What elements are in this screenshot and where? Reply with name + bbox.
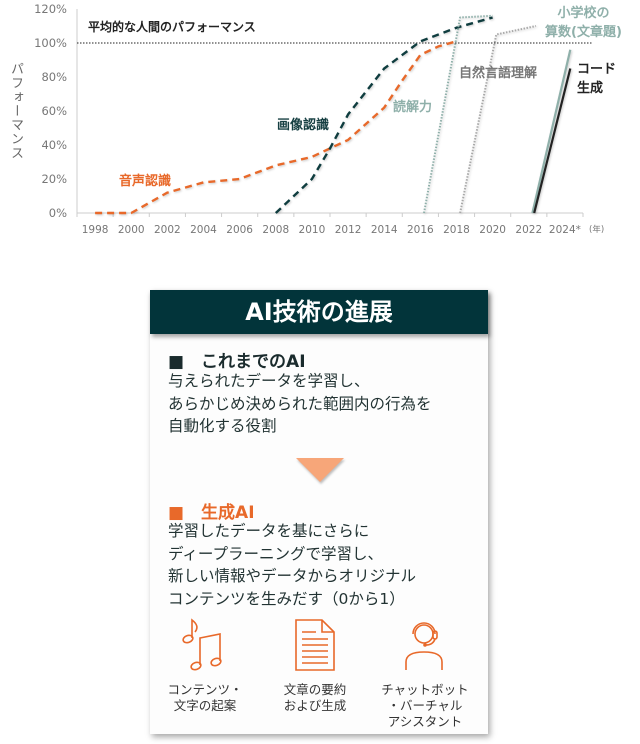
series-label-math: 小学校の 算数(文章題)	[545, 4, 622, 42]
x-tick-label: 2014	[371, 224, 398, 236]
series-label-nlu: 自然言語理解	[459, 66, 538, 81]
reference-line-label: 平均的な人間のパフォーマンス	[88, 20, 256, 34]
x-tick-label: 1998	[82, 224, 109, 236]
series-label-image: 画像認識	[277, 118, 330, 133]
series-label-code-line2: 生成	[577, 81, 604, 96]
series-label-math-line2: 算数(文章題)	[545, 25, 622, 40]
series-line	[459, 25, 537, 214]
use-case-label: コンテンツ・ 文字の起案	[167, 682, 243, 713]
past-ai-description: 与えられたデータを学習し、 あらかじめ決められた範囲内の行為を 自動化する役割	[168, 372, 432, 435]
y-tick-label: 60%	[41, 104, 67, 118]
music-notes-icon	[182, 618, 222, 671]
y-tick-label: 120%	[34, 2, 67, 16]
series-label-math-line1: 小学校の	[557, 6, 610, 21]
past-ai-title: ■ これまでのAI	[168, 352, 306, 372]
y-tick-label: 0%	[49, 206, 67, 220]
genai-description: 学習したデータを基にさらに ディープラーニングで学習し、 新しい情報やデータから…	[168, 522, 417, 608]
x-tick-label: 2004	[190, 224, 217, 236]
genai-title: ■ 生成AI	[168, 503, 255, 523]
series-line	[423, 14, 493, 214]
x-tick-label: 2020	[479, 224, 506, 236]
series-label-code: コード 生成	[577, 60, 616, 98]
x-tick-label: 2024*	[549, 224, 581, 236]
x-axis-unit: (年)	[589, 224, 604, 235]
x-tick-label: 2006	[226, 224, 253, 236]
series-label-speech: 音声認識	[119, 174, 172, 189]
document-icon	[295, 619, 335, 671]
y-tick-label: 20%	[41, 172, 67, 186]
x-tick-label: 2016	[407, 224, 434, 236]
y-tick-label: 100%	[34, 36, 67, 50]
down-arrow-icon	[296, 458, 344, 482]
series-line	[531, 49, 572, 214]
series-line	[95, 40, 457, 215]
x-tick-label: 2018	[443, 224, 470, 236]
y-axis-title: パフォーマンス	[8, 62, 23, 160]
series-label-code-line1: コード	[577, 62, 617, 77]
y-tick-label: 40%	[41, 138, 67, 152]
x-tick-label: 2010	[299, 224, 326, 236]
ai-performance-chart: 0% 20% 40% 60% 80% 100% 120% 1998 2000 2002 2004 20…	[34, 2, 604, 236]
x-tick-label: 2002	[154, 224, 181, 236]
y-tick-label: 80%	[41, 70, 67, 84]
use-case-label: チャットボット ・バーチャル アシスタント	[381, 682, 469, 729]
headset-operator-icon	[405, 622, 443, 670]
series-label-reading: 読解力	[393, 100, 433, 115]
panel-title: AI技術の進展	[150, 290, 488, 334]
ai-progress-panel: AI技術の進展 ■ これまでのAI 与えられたデータを学習し、 あらかじめ決めら…	[150, 290, 488, 734]
x-tick-label: 2000	[118, 224, 145, 236]
use-case-label: 文章の要約 および生成	[283, 682, 347, 713]
x-tick-label: 2008	[262, 224, 289, 236]
x-tick-label: 2012	[335, 224, 362, 236]
series-line	[533, 68, 572, 214]
x-tick-label: 2022	[515, 224, 542, 236]
